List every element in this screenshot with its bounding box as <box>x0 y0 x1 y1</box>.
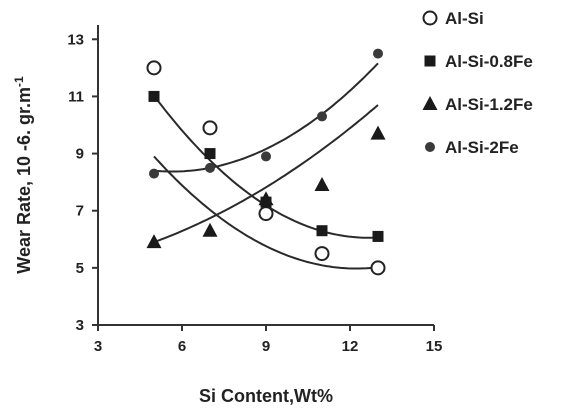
y-tick-label: 3 <box>76 317 84 334</box>
x-tick-label: 3 <box>94 338 102 355</box>
marker-2-2 <box>204 148 216 160</box>
data-markers <box>146 48 386 276</box>
marker-1-1 <box>146 60 162 76</box>
y-axis-title-main: Wear Rate, 10 -6. gr.m <box>14 87 34 274</box>
y-tick-label: 7 <box>76 203 84 220</box>
y-tick-label: 5 <box>76 260 84 277</box>
y-tick-label: 11 <box>68 88 84 105</box>
legend-marker-2 <box>424 55 436 67</box>
marker-4-4 <box>317 111 327 122</box>
y-axis-title: Wear Rate, 10 -6. gr.m-1 <box>12 76 34 274</box>
marker-2-5 <box>372 230 384 242</box>
x-tick-label: 15 <box>426 338 443 355</box>
marker-1-3 <box>258 206 274 222</box>
x-tick-label: 6 <box>178 338 186 355</box>
y-tick-label: 13 <box>67 31 84 48</box>
x-tick-label: 9 <box>262 338 270 355</box>
marker-3-4 <box>314 177 330 191</box>
legend: Al-Si Al-Si-0.8Fe Al-Si-1.2Fe Al-Si-2Fe <box>422 9 533 157</box>
trend-curve-3 <box>153 104 379 244</box>
marker-3-1 <box>146 234 162 249</box>
legend-marker-3 <box>422 96 438 110</box>
marker-2-4 <box>316 225 328 237</box>
legend-label-4: Al-Si-2Fe <box>445 138 519 157</box>
trend-curve-4 <box>153 62 379 173</box>
tick-labels: 3 6 9 12 15 3 5 7 9 11 13 <box>67 31 442 355</box>
legend-label-3: Al-Si-1.2Fe <box>445 95 533 114</box>
y-tick-label: 9 <box>76 146 84 163</box>
marker-4-2 <box>205 162 215 173</box>
x-axis-title: Si Content,Wt% <box>199 386 333 406</box>
marker-4-1 <box>149 168 159 179</box>
marker-1-4 <box>314 246 330 262</box>
trend-curves <box>153 62 379 270</box>
y-axis-title-superscript: -1 <box>12 76 26 87</box>
trend-curve-1 <box>153 155 379 270</box>
legend-label-2: Al-Si-0.8Fe <box>445 52 533 71</box>
marker-3-2 <box>202 222 218 237</box>
x-tick-label: 12 <box>342 338 359 355</box>
marker-1-2 <box>202 120 218 136</box>
legend-label-1: Al-Si <box>445 9 484 28</box>
marker-4-3 <box>261 151 271 162</box>
legend-marker-4 <box>425 142 435 152</box>
marker-1-5 <box>370 260 386 276</box>
marker-3-5 <box>370 125 386 140</box>
axes <box>92 25 435 331</box>
marker-4-5 <box>373 48 383 59</box>
legend-marker-1 <box>422 10 438 26</box>
marker-3-3 <box>258 191 274 206</box>
marker-2-1 <box>148 90 160 102</box>
